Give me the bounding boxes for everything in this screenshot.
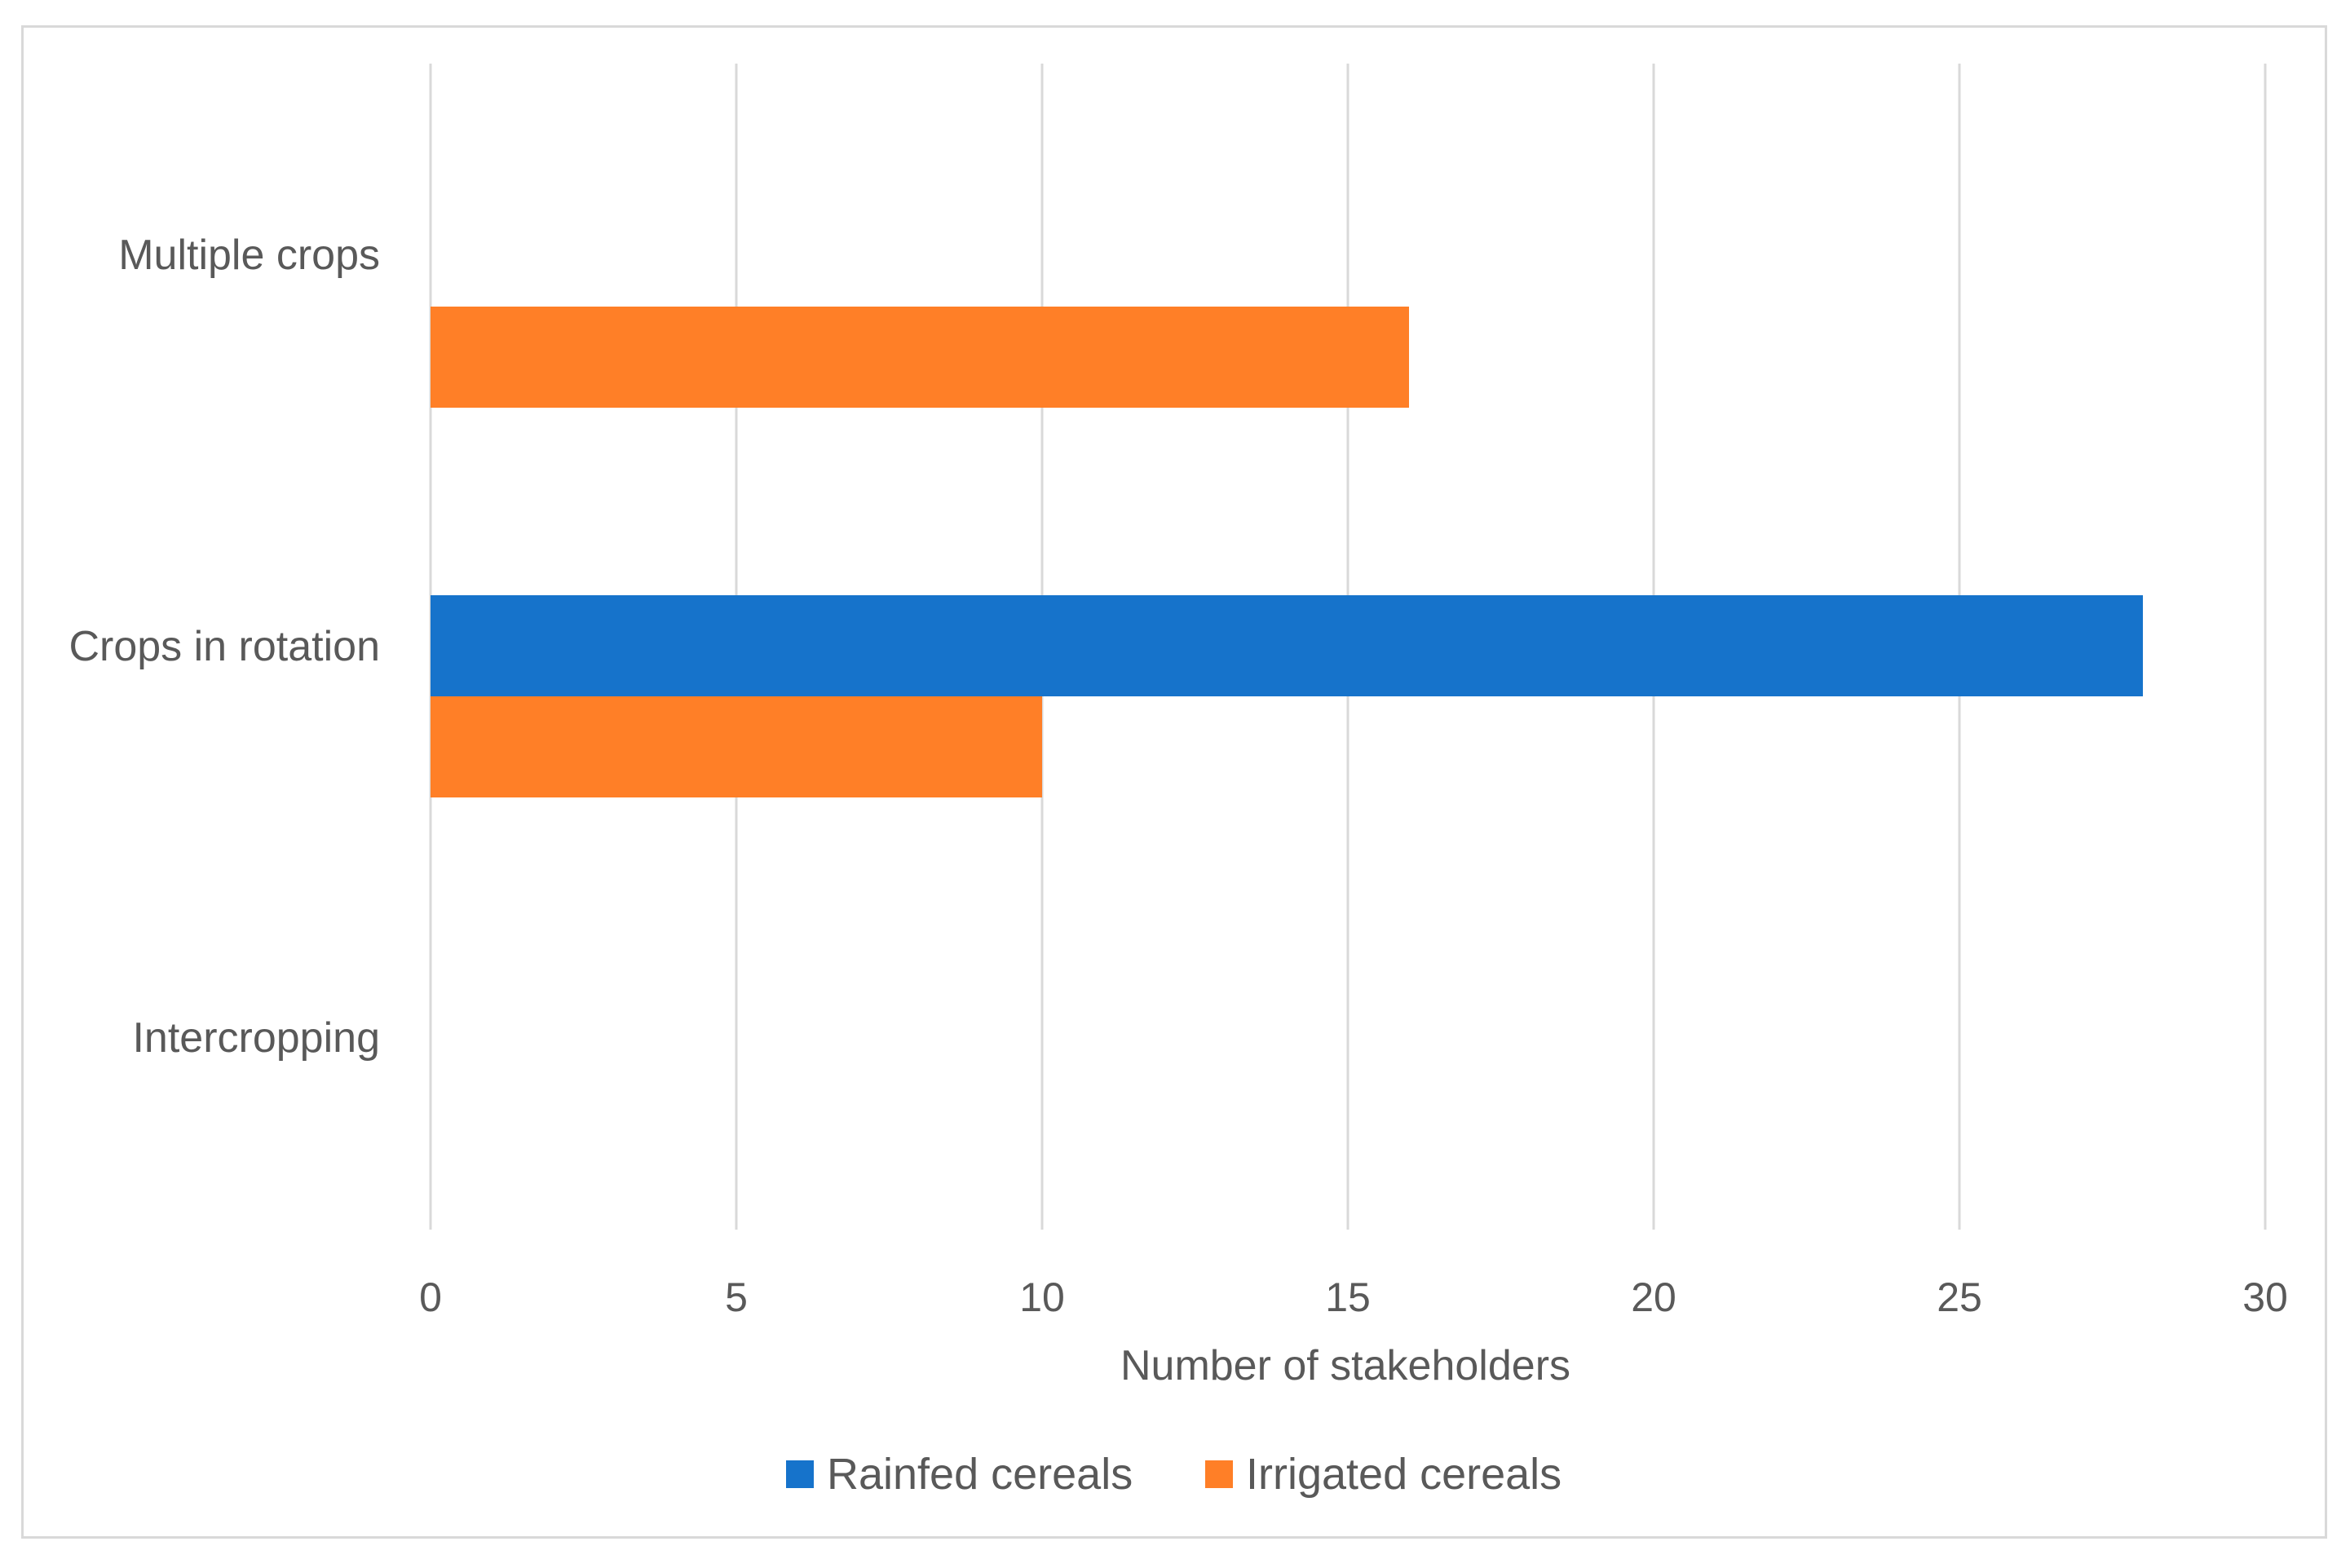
bar-rainfed-cereals-crops-in-rotation xyxy=(431,595,2143,696)
bar-irrigated-cereals-crops-in-rotation xyxy=(431,696,1042,797)
x-tick-label: 0 xyxy=(419,1274,442,1320)
x-tick-label: 30 xyxy=(2242,1274,2288,1320)
x-tick-label: 5 xyxy=(725,1274,748,1320)
legend-label: Irrigated cereals xyxy=(1246,1450,1562,1499)
legend-swatch xyxy=(786,1460,814,1488)
legend: Rainfed cereals Irrigated cereals xyxy=(786,1450,1562,1499)
x-tick-label: 25 xyxy=(1937,1274,1982,1320)
bar-irrigated-cereals-multiple-crops xyxy=(431,307,1409,408)
category-labels: Multiple crops Crops in rotation Intercrop… xyxy=(68,232,380,1062)
x-tick-label: 15 xyxy=(1325,1274,1371,1320)
legend-swatch xyxy=(1205,1460,1233,1488)
x-tick-label: 20 xyxy=(1631,1274,1676,1320)
category-label: Multiple crops xyxy=(118,232,380,279)
legend-label: Rainfed cereals xyxy=(827,1450,1133,1499)
x-axis-title: Number of stakeholders xyxy=(1120,1342,1570,1389)
category-label: Crops in rotation xyxy=(68,623,380,670)
category-label: Intercropping xyxy=(132,1014,380,1062)
x-tick-label: 10 xyxy=(1019,1274,1065,1320)
x-tick-labels: 0 5 10 15 20 25 30 xyxy=(419,1274,2288,1320)
bars xyxy=(431,307,2143,797)
chart-frame xyxy=(21,25,2327,1539)
